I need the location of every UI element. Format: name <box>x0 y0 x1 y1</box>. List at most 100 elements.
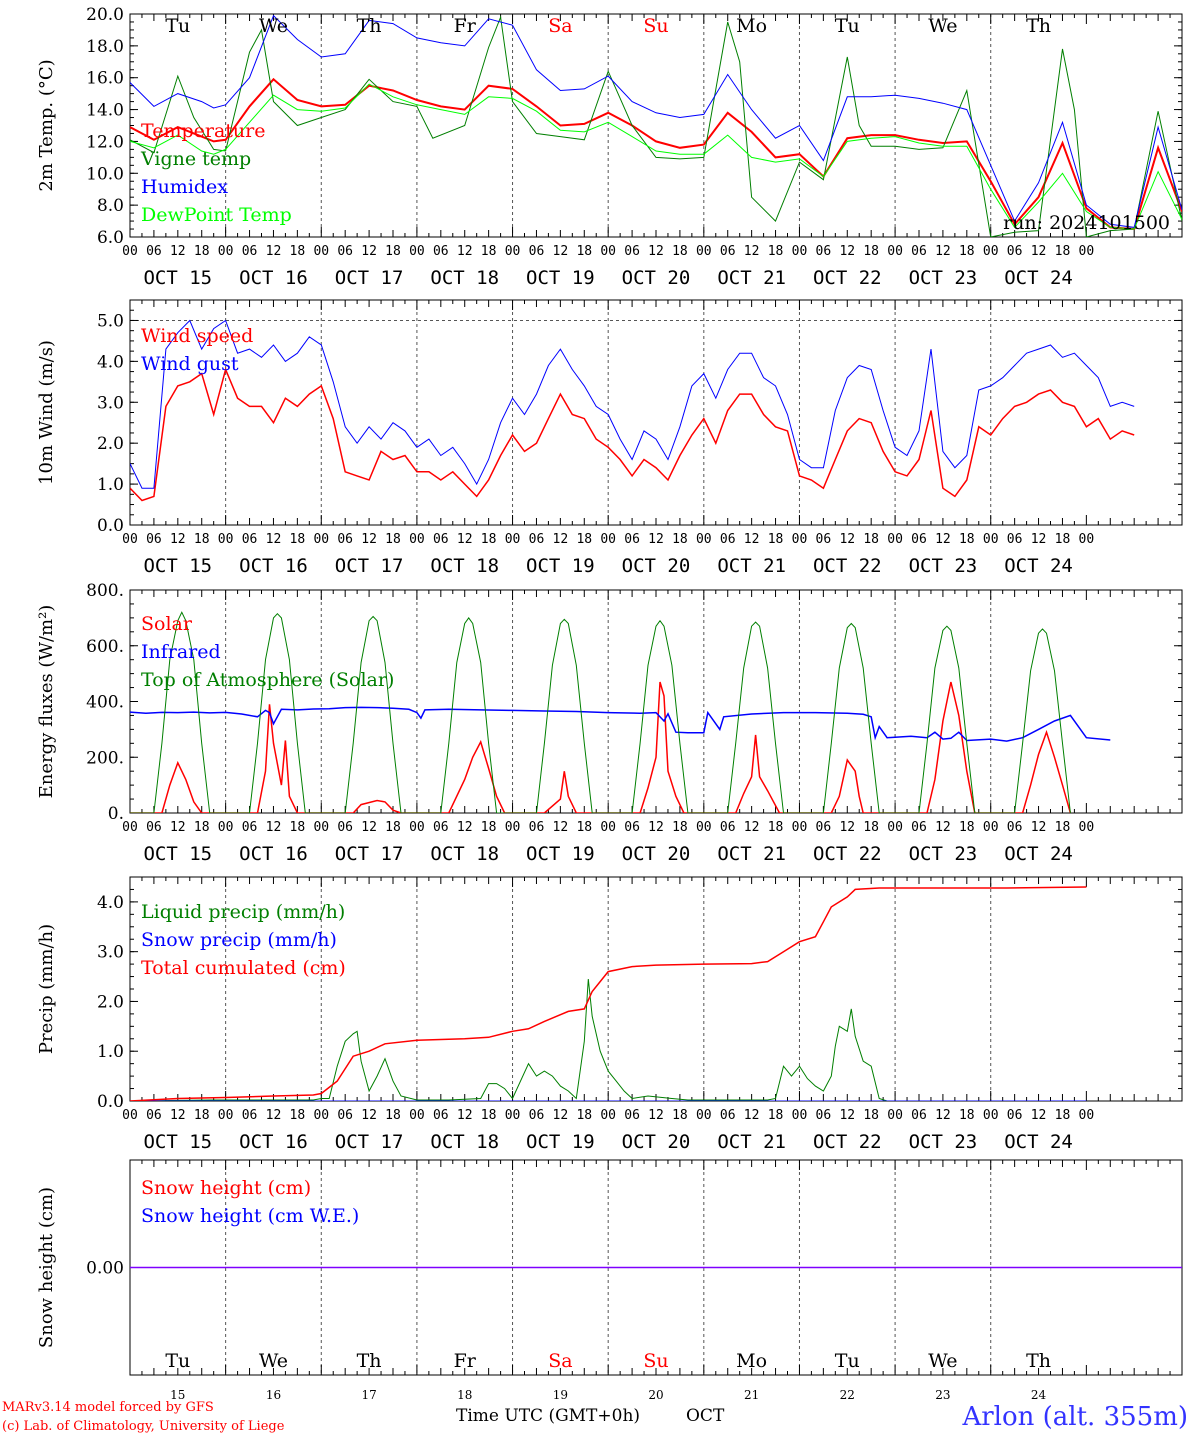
day-label: OCT 23 <box>909 267 978 289</box>
hour-tick-label: 06 <box>911 1108 927 1123</box>
hour-tick-label: 00 <box>122 1108 138 1123</box>
hour-tick-label: 18 <box>768 1108 784 1123</box>
day-label: OCT 23 <box>909 555 978 577</box>
day-label: OCT 24 <box>1004 843 1073 865</box>
day-label: OCT 23 <box>909 1131 978 1153</box>
y-axis-label: 10m Wind (m/s) <box>36 340 57 485</box>
legend-entry: Total cumulated (cm) <box>141 957 346 979</box>
series-line-infrared <box>130 706 1111 742</box>
y-axis-label: Precip (mm/h) <box>36 924 57 1054</box>
hour-tick-label: 00 <box>218 820 234 835</box>
hour-tick-label: 12 <box>266 244 282 259</box>
day-label: OCT 24 <box>1004 555 1073 577</box>
hour-tick-label: 06 <box>146 820 162 835</box>
hour-tick-label: 12 <box>935 820 951 835</box>
hour-tick-label: 12 <box>170 820 186 835</box>
hour-tick-label: 12 <box>935 532 951 547</box>
hour-tick-label: 00 <box>409 820 425 835</box>
panel-2 <box>129 299 1183 526</box>
hour-tick-label: 18 <box>576 244 592 259</box>
series-line-dewpoint-temp <box>130 83 1182 230</box>
series-line-liquid-precip-mm-h <box>130 978 1087 1101</box>
weekday-label: Tu <box>165 15 190 37</box>
hour-tick-label: 12 <box>744 532 760 547</box>
hour-tick-label: 12 <box>457 820 473 835</box>
legend-entry: DewPoint Temp <box>141 204 292 226</box>
hour-tick-label: 18 <box>959 244 975 259</box>
hour-tick-label: 18 <box>959 532 975 547</box>
day-label: OCT 19 <box>526 1131 595 1153</box>
hour-tick-label: 18 <box>194 244 210 259</box>
day-label: OCT 17 <box>335 267 404 289</box>
hour-tick-label: 18 <box>194 532 210 547</box>
hour-tick-label: 00 <box>313 1108 329 1123</box>
day-label: OCT 21 <box>717 843 786 865</box>
hour-tick-label: 18 <box>481 532 497 547</box>
hour-tick-label: 06 <box>529 820 545 835</box>
hour-tick-label: 00 <box>1079 532 1095 547</box>
hour-tick-label: 12 <box>839 820 855 835</box>
y-tick-label: 400. <box>86 693 124 713</box>
hour-tick-label: 12 <box>361 244 377 259</box>
hour-tick-label: 06 <box>146 532 162 547</box>
weekday-label: We <box>259 15 288 37</box>
day-label: OCT 18 <box>430 267 499 289</box>
hour-tick-label: 00 <box>122 820 138 835</box>
day-number-label: 19 <box>553 1388 568 1402</box>
day-number-label: 15 <box>170 1388 185 1402</box>
footer-credit-line2: (c) Lab. of Climatology, University of L… <box>2 1419 285 1434</box>
hour-tick-label: 06 <box>529 244 545 259</box>
day-label: OCT 16 <box>239 267 308 289</box>
hour-tick-label: 00 <box>887 244 903 259</box>
hour-tick-label: 12 <box>170 532 186 547</box>
y-tick-label: 4.0 <box>97 352 124 372</box>
hour-tick-label: 12 <box>648 820 664 835</box>
run-label: run: 2024101500 <box>1003 212 1170 234</box>
hour-tick-label: 18 <box>481 1108 497 1123</box>
hour-tick-label: 00 <box>1079 244 1095 259</box>
hour-tick-label: 18 <box>290 820 306 835</box>
weekday-label: Th <box>1026 15 1051 37</box>
hour-tick-label: 12 <box>1031 820 1047 835</box>
day-label: OCT 15 <box>143 267 212 289</box>
panel-5 <box>129 1159 1183 1376</box>
hour-tick-label: 06 <box>911 532 927 547</box>
hour-tick-label: 18 <box>385 820 401 835</box>
hour-tick-label: 12 <box>361 1108 377 1123</box>
legend-entry: Snow height (cm W.E.) <box>141 1205 359 1227</box>
hour-tick-label: 00 <box>600 1108 616 1123</box>
y-tick-label: 3.0 <box>97 393 124 413</box>
hour-tick-label: 00 <box>122 244 138 259</box>
hour-tick-label: 12 <box>170 1108 186 1123</box>
weekday-label: Tu <box>835 1350 860 1372</box>
hour-tick-label: 00 <box>696 1108 712 1123</box>
day-label: OCT 21 <box>717 1131 786 1153</box>
hour-tick-label: 06 <box>146 1108 162 1123</box>
hour-tick-label: 06 <box>624 244 640 259</box>
hour-tick-label: 06 <box>529 1108 545 1123</box>
y-tick-label: 200. <box>86 748 124 768</box>
hour-tick-label: 06 <box>624 532 640 547</box>
hour-tick-label: 06 <box>720 532 736 547</box>
hour-tick-label: 00 <box>887 820 903 835</box>
legend-entry: Snow height (cm) <box>141 1177 311 1199</box>
hour-tick-label: 06 <box>911 244 927 259</box>
hour-tick-label: 12 <box>170 244 186 259</box>
legend-entry: Wind gust <box>141 353 239 375</box>
hour-tick-label: 06 <box>720 820 736 835</box>
hour-tick-label: 00 <box>600 532 616 547</box>
y-tick-label: 0. <box>108 804 124 824</box>
hour-tick-label: 18 <box>672 820 688 835</box>
hour-tick-label: 00 <box>696 820 712 835</box>
hour-tick-label: 06 <box>433 532 449 547</box>
day-number-label: 16 <box>266 1388 281 1402</box>
weekday-label: Mo <box>736 15 767 37</box>
y-tick-label: 0.0 <box>97 1092 124 1112</box>
hour-tick-label: 00 <box>887 1108 903 1123</box>
hour-tick-label: 00 <box>1079 1108 1095 1123</box>
day-number-label: 20 <box>648 1388 663 1402</box>
hour-tick-label: 18 <box>576 532 592 547</box>
hour-tick-label: 00 <box>122 532 138 547</box>
hour-tick-label: 00 <box>313 820 329 835</box>
